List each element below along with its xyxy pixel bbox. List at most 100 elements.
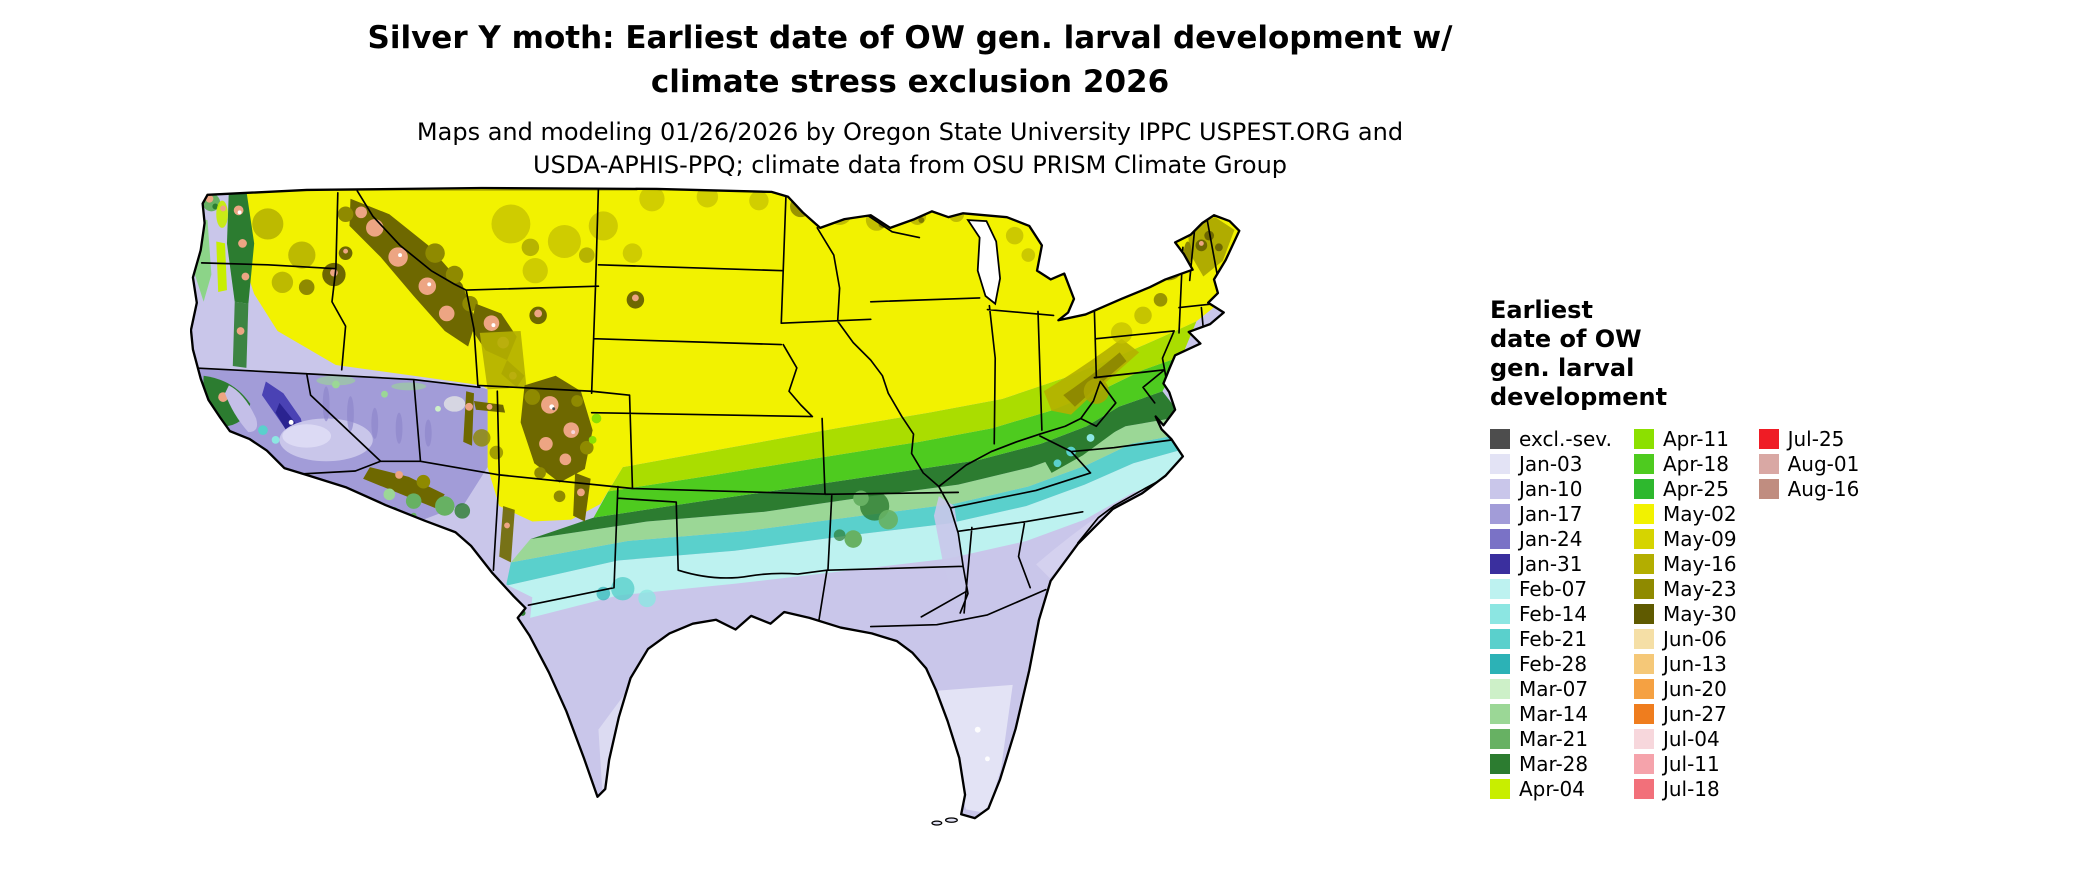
legend-entry: Jun-20 bbox=[1633, 676, 1737, 701]
legend-swatch bbox=[1490, 703, 1510, 724]
legend-swatch bbox=[1633, 478, 1654, 499]
legend-column-2: Apr-11 Apr-18 Apr-25 May-02 May-09 May-16 May-… bbox=[1633, 426, 1737, 801]
legend-swatch bbox=[1490, 428, 1510, 449]
legend-column-3: Jul-25 Aug-01 Aug-16 bbox=[1758, 426, 1860, 501]
legend-columns: excl.-sev. Jan-03 Jan-10 Jan-17 Jan-24 Jan-31… bbox=[1490, 426, 1960, 801]
legend-label: Jul-18 bbox=[1662, 776, 1720, 801]
legend-swatch bbox=[1490, 778, 1510, 799]
legend-swatch bbox=[1633, 628, 1654, 649]
legend-entry: Jun-27 bbox=[1633, 701, 1737, 726]
legend-label: Mar-28 bbox=[1519, 751, 1589, 776]
legend-label: Jan-03 bbox=[1519, 451, 1583, 476]
legend-swatch bbox=[1633, 578, 1654, 599]
legend-entry: Jul-18 bbox=[1633, 776, 1737, 801]
legend-swatch bbox=[1633, 678, 1654, 699]
legend-entry: May-02 bbox=[1633, 501, 1737, 526]
legend-entry: May-09 bbox=[1633, 526, 1737, 551]
legend-swatch bbox=[1490, 503, 1510, 524]
legend-entry: Jun-06 bbox=[1633, 626, 1737, 651]
legend-entry: Aug-01 bbox=[1758, 451, 1860, 476]
legend-label: Feb-14 bbox=[1519, 601, 1588, 626]
legend-label: Mar-14 bbox=[1519, 701, 1589, 726]
legend-entry: Mar-07 bbox=[1490, 676, 1612, 701]
legend-label: May-02 bbox=[1662, 501, 1737, 526]
page-subtitle: Maps and modeling 01/26/2026 by Oregon S… bbox=[416, 118, 1404, 179]
legend-swatch bbox=[1490, 753, 1510, 774]
legend-swatch bbox=[1633, 778, 1654, 799]
us-map-svg bbox=[189, 186, 1241, 826]
legend-label: Mar-21 bbox=[1519, 726, 1589, 751]
legend-label: excl.-sev. bbox=[1519, 426, 1612, 451]
legend-label: Apr-04 bbox=[1519, 776, 1585, 801]
legend-label: Apr-18 bbox=[1662, 451, 1729, 476]
legend-swatch bbox=[1633, 753, 1654, 774]
legend-title: Earliest date of OW gen. larval developm… bbox=[1490, 296, 1668, 411]
legend-label: Jul-25 bbox=[1787, 426, 1845, 451]
legend-label: May-23 bbox=[1662, 576, 1737, 601]
legend-label: May-09 bbox=[1662, 526, 1737, 551]
legend-swatch bbox=[1490, 553, 1510, 574]
legend-entry: Apr-11 bbox=[1633, 426, 1737, 451]
legend-entry: Jul-04 bbox=[1633, 726, 1737, 751]
legend-label: Jun-06 bbox=[1662, 626, 1727, 651]
legend-label: Aug-16 bbox=[1787, 476, 1860, 501]
legend-label: May-16 bbox=[1662, 551, 1737, 576]
legend-entry: excl.-sev. bbox=[1490, 426, 1612, 451]
legend-swatch bbox=[1633, 503, 1654, 524]
legend-label: Mar-07 bbox=[1519, 676, 1589, 701]
legend-entry: May-30 bbox=[1633, 601, 1737, 626]
legend-swatch bbox=[1490, 453, 1510, 474]
legend-entry: Feb-14 bbox=[1490, 601, 1612, 626]
page-title: Silver Y moth: Earliest date of OW gen. … bbox=[367, 20, 1453, 100]
legend-entry: Mar-28 bbox=[1490, 751, 1612, 776]
legend-swatch bbox=[1490, 728, 1510, 749]
legend-entry: Feb-28 bbox=[1490, 651, 1612, 676]
legend-swatch bbox=[1633, 528, 1654, 549]
legend-swatch bbox=[1633, 603, 1654, 624]
legend-swatch bbox=[1490, 528, 1510, 549]
legend-label: Feb-21 bbox=[1519, 626, 1588, 651]
lake-michigan bbox=[966, 219, 1001, 306]
legend-swatch bbox=[1758, 428, 1779, 449]
legend-entry: Apr-25 bbox=[1633, 476, 1737, 501]
legend-swatch bbox=[1758, 453, 1779, 474]
florida-keys bbox=[944, 817, 958, 823]
legend-swatch bbox=[1633, 653, 1654, 674]
legend-label: Apr-11 bbox=[1662, 426, 1729, 451]
legend-entry: May-23 bbox=[1633, 576, 1737, 601]
legend-entry: Mar-14 bbox=[1490, 701, 1612, 726]
legend-label: Jan-17 bbox=[1519, 501, 1583, 526]
florida-keys bbox=[931, 820, 943, 826]
legend-entry: May-16 bbox=[1633, 551, 1737, 576]
legend-entry: Jan-17 bbox=[1490, 501, 1612, 526]
legend-label: Jan-31 bbox=[1519, 551, 1583, 576]
legend-swatch bbox=[1633, 703, 1654, 724]
us-map bbox=[189, 185, 1250, 831]
legend-swatch bbox=[1633, 728, 1654, 749]
legend-swatch bbox=[1633, 453, 1654, 474]
legend-entry: Mar-21 bbox=[1490, 726, 1612, 751]
legend-entry: Apr-04 bbox=[1490, 776, 1612, 801]
legend-entry: Jan-24 bbox=[1490, 526, 1612, 551]
legend-label: Jan-24 bbox=[1519, 526, 1583, 551]
legend-entry: Jul-25 bbox=[1758, 426, 1860, 451]
legend-swatch bbox=[1490, 678, 1510, 699]
legend-label: Jul-04 bbox=[1662, 726, 1720, 751]
legend-swatch bbox=[1490, 653, 1510, 674]
legend-label: Aug-01 bbox=[1787, 451, 1860, 476]
legend-label: May-30 bbox=[1662, 601, 1737, 626]
legend-entry: Jan-10 bbox=[1490, 476, 1612, 501]
map-legend: Earliest date of OW gen. larval developm… bbox=[1490, 296, 1960, 801]
legend-swatch bbox=[1633, 428, 1654, 449]
legend-entry: Feb-21 bbox=[1490, 626, 1612, 651]
legend-label: Apr-25 bbox=[1662, 476, 1729, 501]
legend-swatch bbox=[1490, 578, 1510, 599]
legend-label: Jun-20 bbox=[1662, 676, 1727, 701]
legend-label: Jul-11 bbox=[1662, 751, 1720, 776]
legend-label: Jun-13 bbox=[1662, 651, 1727, 676]
legend-entry: Jan-03 bbox=[1490, 451, 1612, 476]
legend-swatch bbox=[1490, 628, 1510, 649]
legend-label: Jun-27 bbox=[1662, 701, 1727, 726]
legend-entry: Apr-18 bbox=[1633, 451, 1737, 476]
legend-label: Feb-07 bbox=[1519, 576, 1588, 601]
